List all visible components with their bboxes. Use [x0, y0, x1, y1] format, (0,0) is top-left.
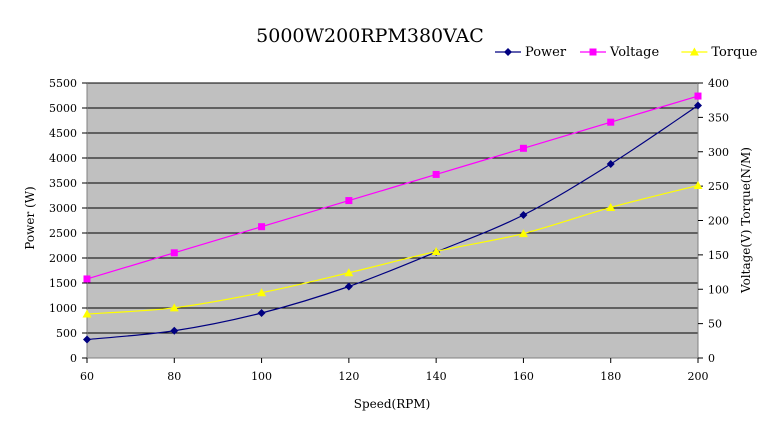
x-tick-label: 60 — [80, 370, 94, 383]
data-point-torque — [257, 288, 267, 297]
x-tick-label: 180 — [600, 370, 621, 383]
data-point-torque — [606, 202, 616, 211]
y-axis-left-label: Power (W) — [23, 186, 37, 249]
legend-label-power: Power — [525, 45, 567, 60]
data-point-power — [257, 309, 266, 317]
y-left-tick-label: 1000 — [49, 302, 77, 315]
series-line-torque — [86, 184, 699, 315]
data-point-voltage — [258, 223, 266, 231]
data-point-power — [519, 211, 528, 219]
x-tick-label: 140 — [426, 370, 447, 383]
y-right-tick-label: 150 — [708, 249, 729, 262]
y-left-tick-label: 5000 — [49, 102, 77, 115]
legend-marker-power — [504, 48, 512, 56]
y-left-tick-label: 4000 — [49, 152, 77, 165]
data-point-power — [344, 282, 353, 291]
x-axis-label: Speed(RPM) — [354, 397, 431, 411]
y-right-tick-label: 250 — [708, 180, 729, 193]
series-line-voltage — [86, 95, 699, 280]
y-right-tick-label: 400 — [708, 77, 729, 90]
plot-area — [87, 82, 698, 358]
y-left-tick-label: 3000 — [49, 202, 77, 215]
data-point-torque — [518, 229, 528, 238]
x-tick-label: 160 — [513, 370, 534, 383]
legend-item-voltage: Voltage — [580, 45, 659, 60]
y-left-tick-label: 3500 — [49, 177, 77, 190]
y-axis-right-label: Voltage(V) Torque(N/M) — [739, 147, 753, 294]
legend-item-power: Power — [495, 45, 567, 60]
y-right-tick-label: 200 — [708, 215, 729, 228]
data-point-torque — [344, 268, 354, 277]
legend-marker-torque — [689, 47, 699, 56]
x-tick-label: 80 — [167, 370, 181, 383]
y-left-tick-label: 1500 — [49, 277, 77, 290]
data-point-voltage — [519, 144, 527, 152]
series-layer — [82, 92, 703, 344]
axes: 60 80 100 120 140 160 180 200050010001500200025… — [49, 77, 729, 383]
chart-title: 5000W200RPM380VAC — [256, 25, 484, 47]
legend-item-torque: Torque — [681, 45, 758, 60]
data-point-torque — [169, 303, 179, 312]
x-tick-label: 200 — [688, 370, 709, 383]
data-point-torque — [693, 180, 703, 189]
y-left-tick-label: 2000 — [49, 252, 77, 265]
legend-label-voltage: Voltage — [609, 45, 659, 60]
y-left-tick-label: 2500 — [49, 227, 77, 240]
y-right-tick-label: 0 — [708, 352, 715, 365]
data-point-voltage — [345, 197, 353, 205]
y-left-tick-label: 4500 — [49, 127, 77, 140]
data-point-voltage — [83, 275, 91, 283]
y-left-tick-label: 0 — [70, 352, 77, 365]
data-point-power — [694, 101, 702, 110]
data-point-torque — [431, 246, 441, 255]
data-point-voltage — [170, 249, 178, 257]
x-tick-label: 100 — [251, 370, 272, 383]
data-point-power — [83, 335, 91, 344]
y-right-tick-label: 100 — [708, 283, 729, 296]
data-point-voltage — [694, 92, 702, 100]
x-tick-label: 120 — [338, 370, 359, 383]
data-point-voltage — [607, 118, 615, 126]
plot-background — [87, 83, 698, 358]
legend: Power Voltage Torque — [495, 45, 758, 60]
legend-label-torque: Torque — [711, 45, 757, 60]
y-right-tick-label: 350 — [708, 111, 729, 124]
y-left-tick-label: 500 — [56, 327, 77, 340]
y-right-tick-label: 300 — [708, 146, 729, 159]
data-point-power — [170, 326, 179, 335]
legend-marker-voltage — [589, 48, 597, 56]
series-torque — [82, 180, 703, 318]
data-point-power — [606, 160, 615, 168]
series-voltage — [83, 92, 702, 283]
y-left-tick-label: 5500 — [49, 77, 77, 90]
data-point-voltage — [432, 170, 440, 178]
series-line-power — [86, 105, 699, 341]
y-right-tick-label: 50 — [708, 318, 722, 331]
data-point-torque — [82, 309, 92, 318]
